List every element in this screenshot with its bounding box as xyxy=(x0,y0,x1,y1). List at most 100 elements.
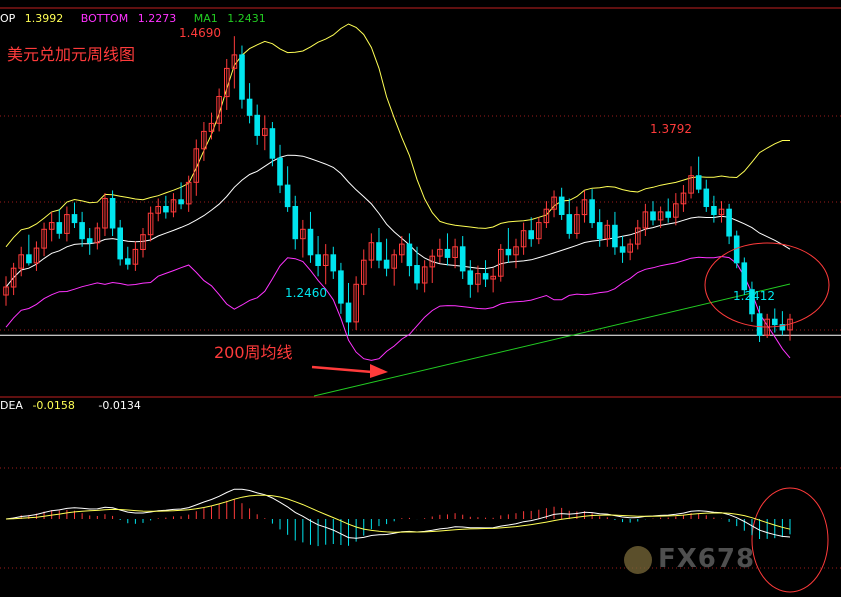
candle-body xyxy=(94,227,101,244)
candle-body xyxy=(216,96,222,124)
candle-body xyxy=(528,230,535,240)
legend-bottom-value: 1.2273 xyxy=(137,12,177,25)
candle-body xyxy=(756,313,763,336)
candle-body xyxy=(414,265,420,284)
ma200-label: 200周均线 xyxy=(214,343,293,362)
candle-body xyxy=(749,289,755,315)
candle-body xyxy=(185,181,192,205)
candle-body xyxy=(589,199,595,224)
arrow-head xyxy=(370,364,388,378)
candle-body xyxy=(3,286,9,296)
highlight-circle-macd xyxy=(751,487,829,593)
candle-body xyxy=(383,259,390,269)
macd-dea-line xyxy=(5,494,791,533)
macd-dif-line xyxy=(5,488,791,539)
candle-body xyxy=(64,214,70,234)
candle-body xyxy=(673,203,679,218)
candle-body xyxy=(361,259,367,285)
candle-body xyxy=(551,196,557,210)
watermark: FX678 xyxy=(624,544,755,574)
candle-body xyxy=(513,246,519,256)
legend-bottom-label: BOTTOM xyxy=(80,12,129,25)
middle-band xyxy=(5,154,791,288)
candle-body xyxy=(612,224,618,248)
candle-body xyxy=(657,211,664,221)
candle-body xyxy=(79,222,85,240)
candle-body xyxy=(596,222,603,240)
candle-body xyxy=(574,214,580,234)
candle-body xyxy=(18,254,24,269)
candle-body xyxy=(292,206,299,240)
candle-body xyxy=(726,208,732,237)
candle-body xyxy=(178,199,184,205)
watermark-text: FX678 xyxy=(658,544,756,574)
legend-ma-value: 1.2431 xyxy=(227,12,266,25)
candle-body xyxy=(41,228,47,249)
annotation-low-2: 1.2412 xyxy=(733,289,775,303)
candle-body xyxy=(703,188,710,208)
candle-body xyxy=(48,222,55,230)
candle-body xyxy=(277,157,283,186)
candle-body xyxy=(86,238,93,244)
candle-body xyxy=(224,67,230,98)
candle-body xyxy=(627,243,634,253)
candle-body xyxy=(284,184,291,208)
candle-body xyxy=(322,254,329,267)
annotation-low-1: 1.2460 xyxy=(285,286,327,300)
candle-body xyxy=(109,198,116,229)
candle-body xyxy=(330,254,337,272)
candle-body xyxy=(437,248,443,257)
candle-body xyxy=(650,211,656,221)
candle-body xyxy=(300,228,306,240)
candle-body xyxy=(193,148,200,183)
legend-macd: DEA -0.0158 -0.0134 xyxy=(0,399,141,412)
candle-body xyxy=(33,247,40,264)
candle-body xyxy=(117,227,124,260)
chart-title: 美元兑加元周线图 xyxy=(7,45,136,64)
candle-body xyxy=(741,262,748,291)
upper-band xyxy=(5,23,790,248)
candle-body xyxy=(353,283,359,323)
candle-body xyxy=(26,254,32,264)
legend-dea-label: DEA xyxy=(0,399,23,412)
candle-body xyxy=(688,175,694,194)
candle-body xyxy=(543,208,550,224)
candle-body xyxy=(505,248,512,256)
candle-body xyxy=(452,246,458,259)
candle-body xyxy=(345,302,352,323)
legend-top-label: OP xyxy=(0,12,16,25)
candle-body xyxy=(520,230,527,248)
candle-body xyxy=(163,206,169,213)
candle-body xyxy=(338,270,344,304)
candle-body xyxy=(201,130,207,150)
legend-dea-value: -0.0158 xyxy=(32,399,75,412)
candle-body xyxy=(406,243,413,267)
candle-body xyxy=(254,114,260,136)
legend-top: OP 1.3992 BOTTOM 1.2273 MA1 1.2431 xyxy=(0,12,266,25)
candle-body xyxy=(315,254,321,267)
candle-body xyxy=(444,248,451,258)
candle-body xyxy=(421,266,428,284)
candle-body xyxy=(604,224,611,240)
candle-body xyxy=(262,128,268,136)
candle-body xyxy=(536,222,542,240)
candle-body xyxy=(680,192,687,205)
legend-top-value: 1.3992 xyxy=(24,12,64,25)
candle-body xyxy=(155,206,161,214)
lower-band xyxy=(5,255,791,361)
candle-body xyxy=(581,199,588,216)
arrow-shaft xyxy=(311,365,373,374)
candle-body xyxy=(71,214,78,224)
annotation-high-2: 1.3792 xyxy=(650,122,692,136)
legend-ma-label: MA1 xyxy=(193,12,218,25)
candle-body xyxy=(231,54,238,69)
candle-body xyxy=(132,248,139,265)
candle-body xyxy=(140,234,146,250)
watermark-logo-icon xyxy=(624,545,652,574)
candle-body xyxy=(558,196,565,216)
annotation-high-1: 1.4690 xyxy=(179,26,221,40)
candle-body xyxy=(239,54,245,100)
candle-body xyxy=(490,275,496,280)
